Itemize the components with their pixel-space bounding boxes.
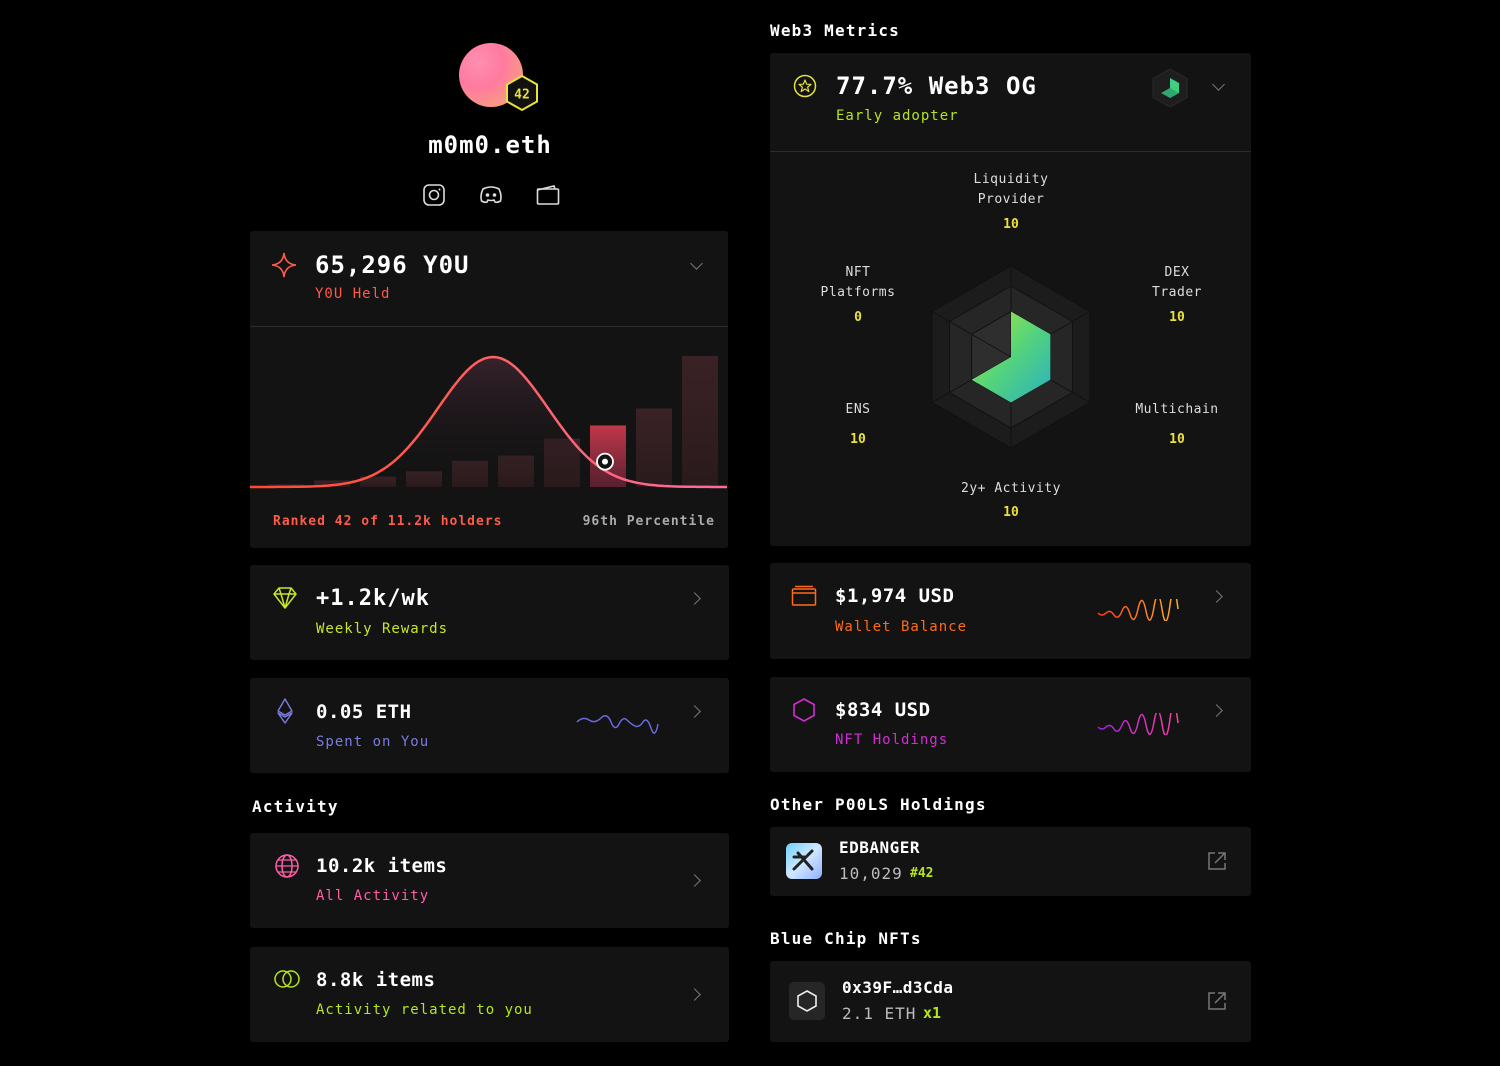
pools-amount: 10,029: [839, 864, 903, 883]
bluechip-address: 0x39F…d3Cda: [842, 978, 954, 997]
bluechip-card[interactable]: 0x39F…d3Cda 2.1 ETH x1: [770, 961, 1251, 1042]
you-held-value: 65,296 Y0U: [315, 251, 470, 279]
weekly-rewards-label: Weekly Rewards: [316, 621, 449, 637]
wallet-card-icon: [791, 585, 817, 606]
web3-label: Early adopter: [836, 108, 959, 124]
pools-rank: #42: [910, 866, 934, 881]
metric-label-dex: DEX Trader: [1152, 265, 1202, 300]
chevron-right-icon[interactable]: [688, 988, 701, 1001]
divider: [250, 326, 728, 327]
rank-marker: [596, 452, 614, 471]
chevron-down-icon[interactable]: [1212, 78, 1225, 91]
nft-thumb: [789, 982, 825, 1020]
profile-name: m0m0.eth: [428, 131, 552, 159]
radar-value-shape: [971, 311, 1051, 403]
nft-sparkline: [1097, 713, 1179, 735]
metric-label-nft: NFT Platforms: [820, 265, 896, 300]
hexagon-logo-icon: [1152, 68, 1188, 108]
wallet-sparkline: [1097, 599, 1179, 621]
chevron-right-icon[interactable]: [1210, 704, 1223, 717]
divider: [770, 151, 1251, 152]
chevron-right-icon[interactable]: [688, 592, 701, 605]
chevron-right-icon[interactable]: [688, 874, 701, 887]
eth-spent-value: 0.05 ETH: [316, 701, 412, 723]
all-activity-card[interactable]: 10.2k items All Activity: [250, 833, 729, 928]
related-activity-label: Activity related to you: [316, 1002, 533, 1018]
external-link-icon[interactable]: [1207, 851, 1227, 871]
sparkle-icon: [271, 252, 297, 278]
activity-title: Activity: [252, 797, 339, 816]
rings-icon: [274, 970, 300, 988]
eth-spent-card[interactable]: 0.05 ETH Spent on You: [250, 678, 729, 773]
metric-value-multichain: 10: [1169, 432, 1185, 447]
chevron-down-icon[interactable]: [690, 257, 703, 270]
bluechip-amount: 2.1 ETH: [842, 1004, 917, 1023]
all-activity-label: All Activity: [316, 888, 430, 904]
distribution-bar: [636, 408, 672, 487]
distribution-chart: [250, 355, 728, 489]
nft-holdings-label: NFT Holdings: [835, 732, 949, 748]
weekly-rewards-card[interactable]: +1.2k/wk Weekly Rewards: [250, 565, 729, 660]
wallet-balance-value: $1,974 USD: [835, 585, 955, 607]
rank-text: Ranked 42 of 11.2k holders: [273, 514, 503, 529]
chevron-right-icon[interactable]: [688, 705, 701, 718]
radar-spoke: [931, 311, 1012, 358]
pools-holding-card[interactable]: EDBANGER 10,029 #42: [770, 827, 1251, 896]
pools-title: Other P00LS Holdings: [770, 795, 987, 814]
star-badge-icon: [793, 74, 817, 98]
globe-icon: [275, 854, 299, 878]
you-held-label: Y0U Held: [315, 286, 391, 302]
web3-score: 77.7% Web3 OG: [836, 72, 1037, 100]
metric-label-liquidity: Liquidity Provider: [973, 172, 1049, 207]
wallet-balance-label: Wallet Balance: [835, 619, 968, 635]
weekly-rewards-value: +1.2k/wk: [316, 586, 430, 611]
metric-label-ens: ENS: [845, 402, 871, 417]
bluechip-count: x1: [923, 1004, 942, 1022]
metric-value-nft: 0: [854, 310, 862, 325]
web3-card[interactable]: 77.7% Web3 OG Early adopter Liquidity Pr…: [770, 53, 1251, 546]
metric-value-dex: 10: [1169, 310, 1185, 325]
distribution-curve: [250, 355, 727, 489]
hexagon-icon: [797, 990, 817, 1012]
nft-holdings-value: $834 USD: [835, 699, 931, 721]
distribution-curve-fill: [250, 357, 728, 487]
web3-radar-chart: [931, 265, 1091, 449]
distribution-bar: [682, 356, 718, 487]
percentile-text: 96th Percentile: [582, 514, 715, 529]
bluechip-title: Blue Chip NFTs: [770, 929, 922, 948]
level-badge-text: 42: [514, 88, 530, 103]
diamond-icon: [273, 587, 297, 609]
related-activity-value: 8.8k items: [316, 969, 436, 991]
wallet-icon[interactable]: [536, 184, 560, 206]
eth-sparkline: [576, 715, 659, 734]
level-badge: 42: [506, 74, 538, 112]
metric-value-ens: 10: [850, 432, 866, 447]
pools-name: EDBANGER: [839, 838, 921, 857]
hexagon-icon: [793, 698, 815, 722]
nft-holdings-card[interactable]: $834 USD NFT Holdings: [770, 677, 1251, 772]
chevron-right-icon[interactable]: [1210, 590, 1223, 603]
instagram-icon[interactable]: [422, 183, 446, 207]
wallet-balance-card[interactable]: $1,974 USD Wallet Balance: [770, 563, 1251, 659]
edbanger-logo-mark: [792, 849, 814, 871]
discord-icon[interactable]: [478, 183, 504, 207]
metric-value-liquidity: 10: [1003, 217, 1019, 232]
external-link-icon[interactable]: [1207, 991, 1227, 1011]
radar-spoke: [931, 356, 1012, 403]
eth-spent-label: Spent on You: [316, 734, 430, 750]
distribution-bar: [314, 480, 350, 487]
related-activity-card[interactable]: 8.8k items Activity related to you: [250, 947, 729, 1042]
all-activity-value: 10.2k items: [316, 855, 448, 877]
metric-value-activity: 10: [1003, 505, 1019, 520]
you-held-card[interactable]: 65,296 Y0U Y0U Held: [250, 231, 728, 548]
metric-label-activity: 2y+ Activity: [961, 481, 1061, 496]
metric-label-multichain: Multichain: [1135, 402, 1219, 417]
ethereum-icon: [277, 698, 293, 724]
web3-title: Web3 Metrics: [770, 21, 900, 40]
